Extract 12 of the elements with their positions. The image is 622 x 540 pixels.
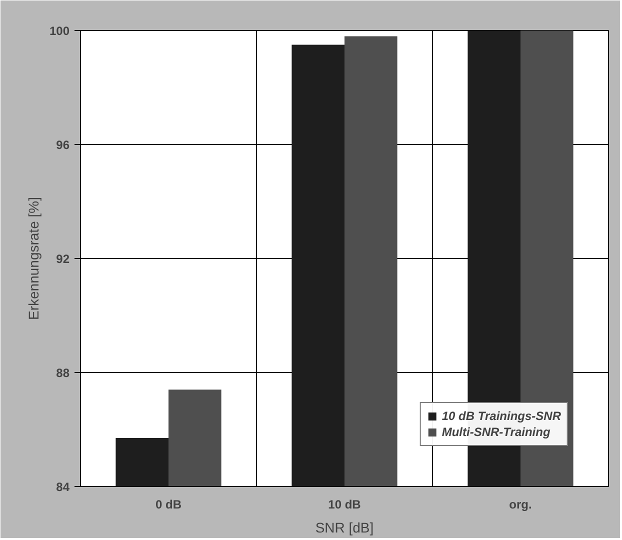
- legend-label: 10 dB Trainings-SNR: [442, 409, 561, 423]
- x-tick-label: 0 dB: [156, 498, 182, 512]
- x-axis-title: SNR [dB]: [315, 520, 374, 536]
- y-tick-label: 92: [56, 252, 70, 266]
- x-tick-label: 10 dB: [328, 498, 362, 512]
- y-axis-title: Erkennungsrate [%]: [25, 197, 42, 320]
- y-tick-label: 96: [56, 138, 70, 152]
- legend-label: Multi-SNR-Training: [442, 425, 550, 439]
- y-tick-label: 88: [56, 366, 70, 380]
- y-tick-label: 84: [56, 480, 70, 494]
- y-tick-label: 100: [49, 24, 70, 38]
- x-tick-label: org.: [509, 498, 532, 512]
